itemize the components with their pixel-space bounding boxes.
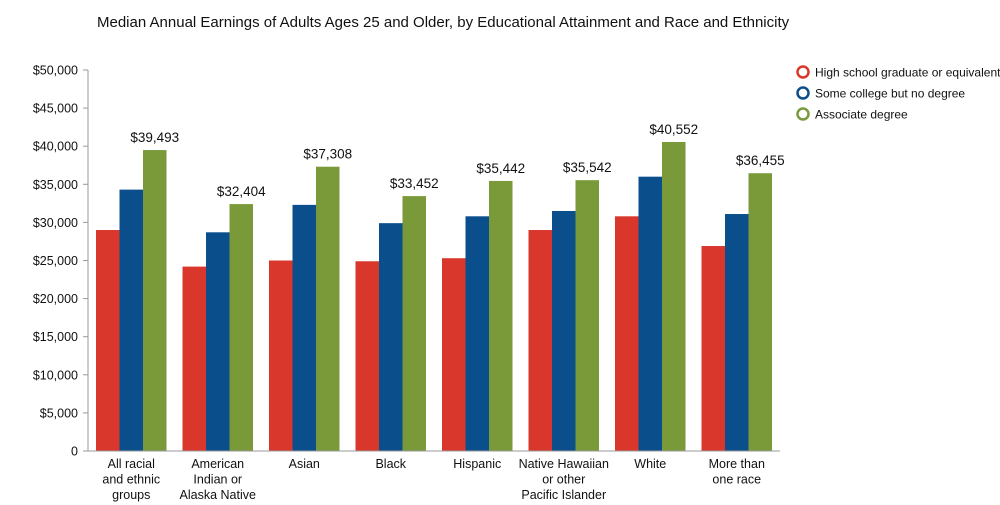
y-tick-label: $25,000 [33,254,78,268]
data-label: $40,552 [649,122,698,137]
bar [638,176,662,451]
bar [575,180,599,451]
bar [119,189,143,451]
legend-label: High school graduate or equivalent [815,66,1000,80]
y-tick-label: $35,000 [33,178,78,192]
data-label: $36,455 [736,153,785,168]
bar [402,196,426,451]
x-tick-label: More than one race [709,457,765,487]
data-labels: $39,493 $32,404 $37,308 $33,452 $35,442 $35,5… [130,122,784,199]
legend-label: Associate degree [815,108,908,122]
bar [143,150,167,451]
bar [316,166,340,451]
legend-marker [796,107,810,121]
y-tick-label: $10,000 [33,368,78,382]
bar [615,216,639,451]
y-tick-label: $15,000 [33,330,78,344]
data-label: $39,493 [130,130,179,145]
x-tick-label: Hispanic [453,457,501,471]
x-tick-label: Black [375,457,406,471]
bar [292,204,316,451]
legend-marker [796,86,810,100]
y-tick-label: $5,000 [40,406,78,420]
data-label: $35,442 [476,161,525,176]
bar [662,141,686,451]
bar [182,266,206,451]
y-tick-label: $45,000 [33,102,78,116]
bar [465,216,489,451]
bar [489,180,513,452]
y-tick-label: $20,000 [33,292,78,306]
bars [96,141,772,452]
x-tick-label: White [634,457,666,471]
y-tick-label: $50,000 [33,64,78,78]
bar [701,246,725,451]
bar [725,214,749,451]
bar [229,204,253,451]
bar [528,230,552,451]
y-axis: 0 $5,000 $10,000 $15,000 $20,000 $25,000 $30,0… [33,64,89,459]
x-tick-label: Native Hawaiian or other Pacific Islander [519,457,609,502]
y-tick-label: $30,000 [33,216,78,230]
x-axis: All racial and ethnic groups American Indian… [88,450,780,502]
data-label: $33,452 [390,176,439,191]
x-tick-label: All racial and ethnic groups [102,457,160,502]
bar [379,223,403,451]
bar [269,260,293,451]
legend: High school graduate or equivalent Some c… [796,65,1000,122]
legend-marker [796,65,810,79]
y-tick-label: 0 [71,445,78,459]
chart-title: Median Annual Earnings of Adults Ages 25… [97,14,790,31]
bar [355,261,379,451]
data-label: $32,404 [217,184,266,199]
x-tick-label: Asian [289,457,320,471]
data-label: $35,542 [563,160,612,175]
x-tick-label: American Indian or Alaska Native [180,457,256,502]
bar [442,258,466,451]
legend-label: Some college but no degree [815,87,965,101]
data-label: $37,308 [303,147,352,162]
bar [552,210,576,451]
bar [96,230,120,451]
y-tick-label: $40,000 [33,140,78,154]
bar [748,173,772,452]
bar [206,232,230,451]
